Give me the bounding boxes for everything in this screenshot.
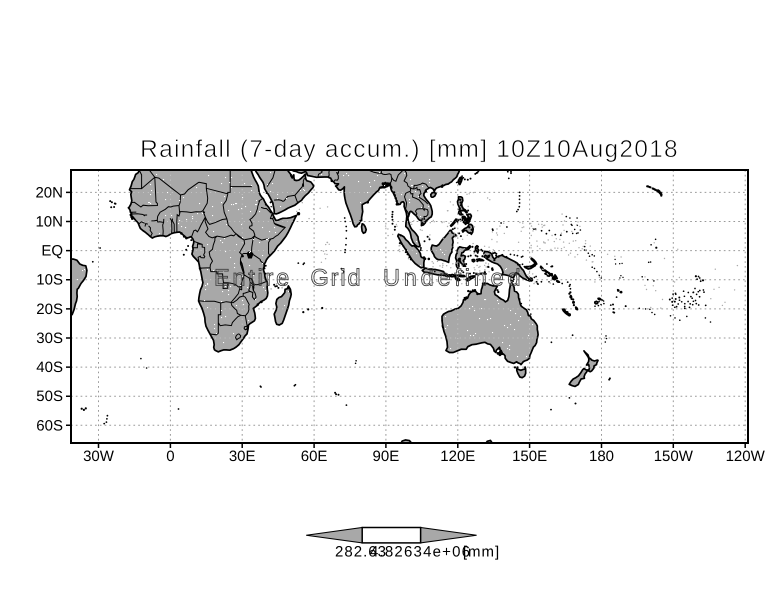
svg-text:4.82634e+06: 4.82634e+06 (370, 544, 471, 561)
svg-text:30W: 30W (83, 448, 115, 465)
svg-text:50S: 50S (36, 388, 63, 405)
svg-text:Grid: Grid (311, 265, 363, 291)
svg-text:20N: 20N (35, 184, 63, 201)
svg-text:120W: 120W (726, 448, 766, 465)
svg-text:282.63: 282.63 (335, 544, 387, 561)
svg-text:0: 0 (166, 448, 174, 465)
svg-text:60E: 60E (301, 448, 328, 465)
svg-text:150W: 150W (654, 448, 694, 465)
svg-text:Undefined: Undefined (383, 265, 524, 291)
svg-text:10N: 10N (35, 214, 63, 231)
svg-text:10S: 10S (36, 272, 63, 289)
svg-text:180: 180 (589, 448, 614, 465)
svg-text:[mm]: [mm] (463, 544, 500, 561)
svg-text:20S: 20S (36, 301, 63, 318)
svg-text:90E: 90E (373, 448, 400, 465)
svg-text:150E: 150E (512, 448, 547, 465)
svg-text:40S: 40S (36, 359, 63, 376)
svg-text:60S: 60S (36, 417, 63, 434)
svg-text:Rainfall (7-day accum.) [mm] 1: Rainfall (7-day accum.) [mm] 10Z10Aug201… (140, 136, 679, 163)
svg-text:Entire: Entire (214, 265, 292, 291)
svg-text:120E: 120E (440, 448, 475, 465)
svg-text:EQ: EQ (41, 243, 63, 260)
svg-text:30E: 30E (229, 448, 256, 465)
svg-text:30S: 30S (36, 330, 63, 347)
